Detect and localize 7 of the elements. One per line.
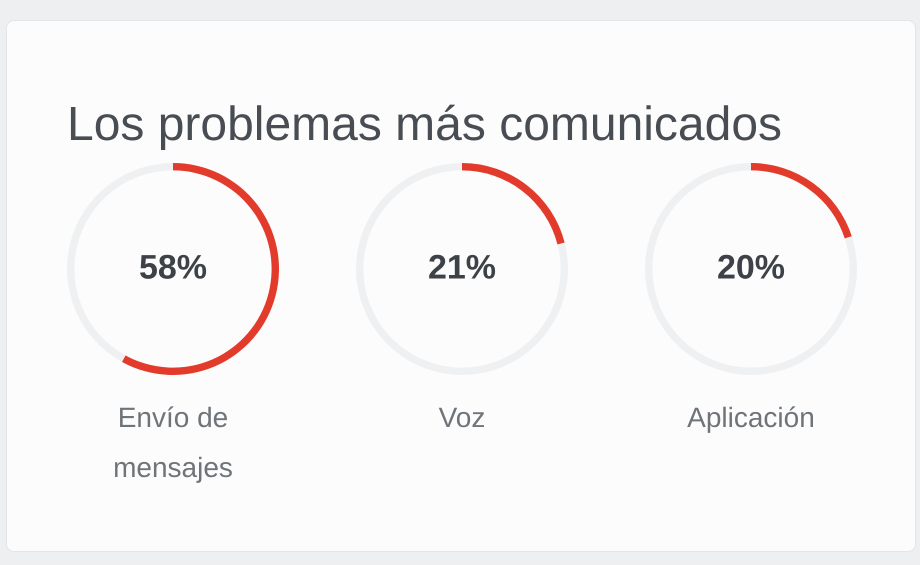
text: Los problemas más comunicados xyxy=(67,97,782,152)
text: 58% xyxy=(138,248,208,286)
text: 21% xyxy=(428,248,496,286)
text: 20% xyxy=(716,248,786,286)
text: Voz xyxy=(438,401,486,435)
text: Aplicación xyxy=(686,401,816,435)
text: Envío de mensajes xyxy=(112,401,234,485)
